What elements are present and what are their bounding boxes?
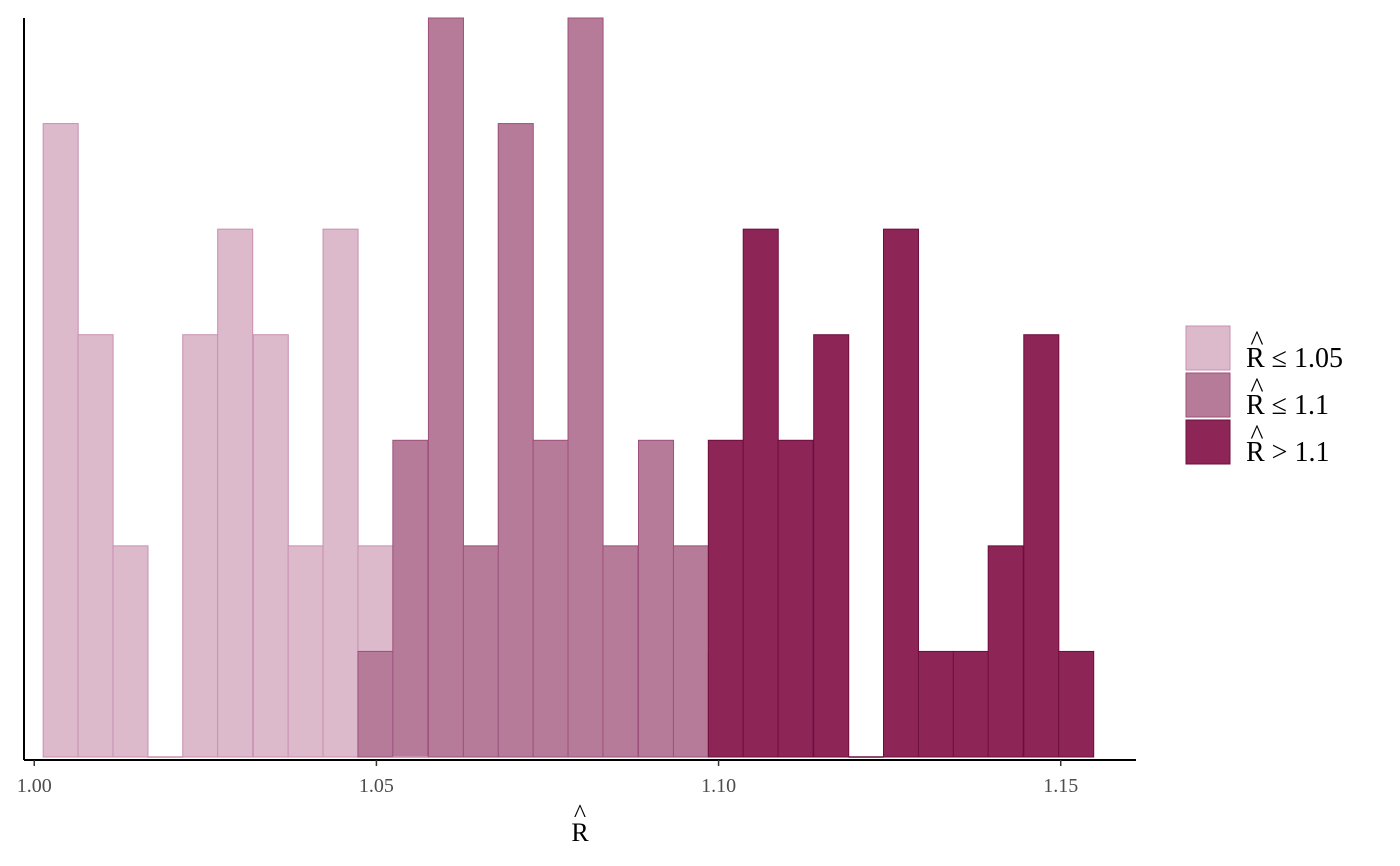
legend-label-hat: ^ xyxy=(1250,420,1263,451)
bar-series-1-bin-7 xyxy=(252,334,289,758)
bar-series-2-bin-2 xyxy=(392,439,429,758)
bar-series-3-bin-3 xyxy=(777,439,814,758)
legend: ^R ≤ 1.05^R ≤ 1.1^R > 1.1 xyxy=(1185,325,1343,468)
legend-label-hat: ^ xyxy=(1250,326,1263,357)
x-tick-label: 1.15 xyxy=(1043,775,1078,797)
legend-label-hat: ^ xyxy=(1250,373,1263,404)
x-tick-label: 1.00 xyxy=(17,775,52,797)
legend-label-1-05: R ≤ 1.05 xyxy=(1246,343,1343,374)
bar-series-2-bin-9 xyxy=(638,439,675,758)
bar-series-2-bin-5 xyxy=(497,123,534,758)
legend-key-swatch xyxy=(1185,372,1231,418)
bar-series-2-bin-3 xyxy=(427,17,464,758)
legend-item-3: ^R > 1.1 xyxy=(1185,419,1329,468)
x-axis-ticks: 1.00 1.05 1.10 1.15 xyxy=(17,760,1078,797)
bar-series-1-bin-1 xyxy=(42,123,79,758)
x-axis-title-hat: ^ xyxy=(574,799,586,828)
x-axis-title-text: R xyxy=(571,818,589,847)
bar-series-3-bin-8 xyxy=(952,650,989,758)
legend-item-2: ^R ≤ 1.1 xyxy=(1185,372,1329,421)
x-tick-label: 1.10 xyxy=(701,775,736,797)
bar-series-3-bin-7 xyxy=(917,650,954,758)
bar-series-3-bin-11 xyxy=(1058,650,1095,758)
bar-series-2-bin-10 xyxy=(672,545,709,758)
bar-series-1-bin-2 xyxy=(77,334,114,758)
bar-series-2-bin-8 xyxy=(602,545,639,758)
bar-series-3-bin-2 xyxy=(742,228,779,758)
x-tick-label: 1.05 xyxy=(359,775,394,797)
legend-key-swatch xyxy=(1185,419,1231,465)
bar-series-2-bin-7 xyxy=(567,17,604,758)
bar-series-2-bin-1 xyxy=(357,650,394,758)
legend-label-1-1: R > 1.1 xyxy=(1246,437,1329,468)
bar-series-3-bin-9 xyxy=(987,545,1024,758)
histogram-bars xyxy=(42,17,1095,758)
bar-series-1-bin-9 xyxy=(322,228,359,758)
bar-series-1-bin-3 xyxy=(112,545,149,758)
bar-series-3-bin-4 xyxy=(813,334,850,758)
bar-series-3-bin-1 xyxy=(707,439,744,758)
bar-series-1-bin-8 xyxy=(287,545,324,758)
bar-series-1-bin-5 xyxy=(182,334,219,758)
x-axis-title: ^ R xyxy=(571,799,589,847)
bar-series-1-bin-6 xyxy=(217,228,254,758)
bar-series-2-bin-6 xyxy=(532,439,569,758)
bar-series-3-bin-6 xyxy=(882,228,920,758)
legend-label-1-1: R ≤ 1.1 xyxy=(1246,390,1329,421)
legend-item-1: ^R ≤ 1.05 xyxy=(1185,325,1343,374)
bar-series-3-bin-10 xyxy=(1023,334,1060,758)
legend-key-swatch xyxy=(1185,325,1231,371)
bar-series-2-bin-4 xyxy=(462,545,499,758)
